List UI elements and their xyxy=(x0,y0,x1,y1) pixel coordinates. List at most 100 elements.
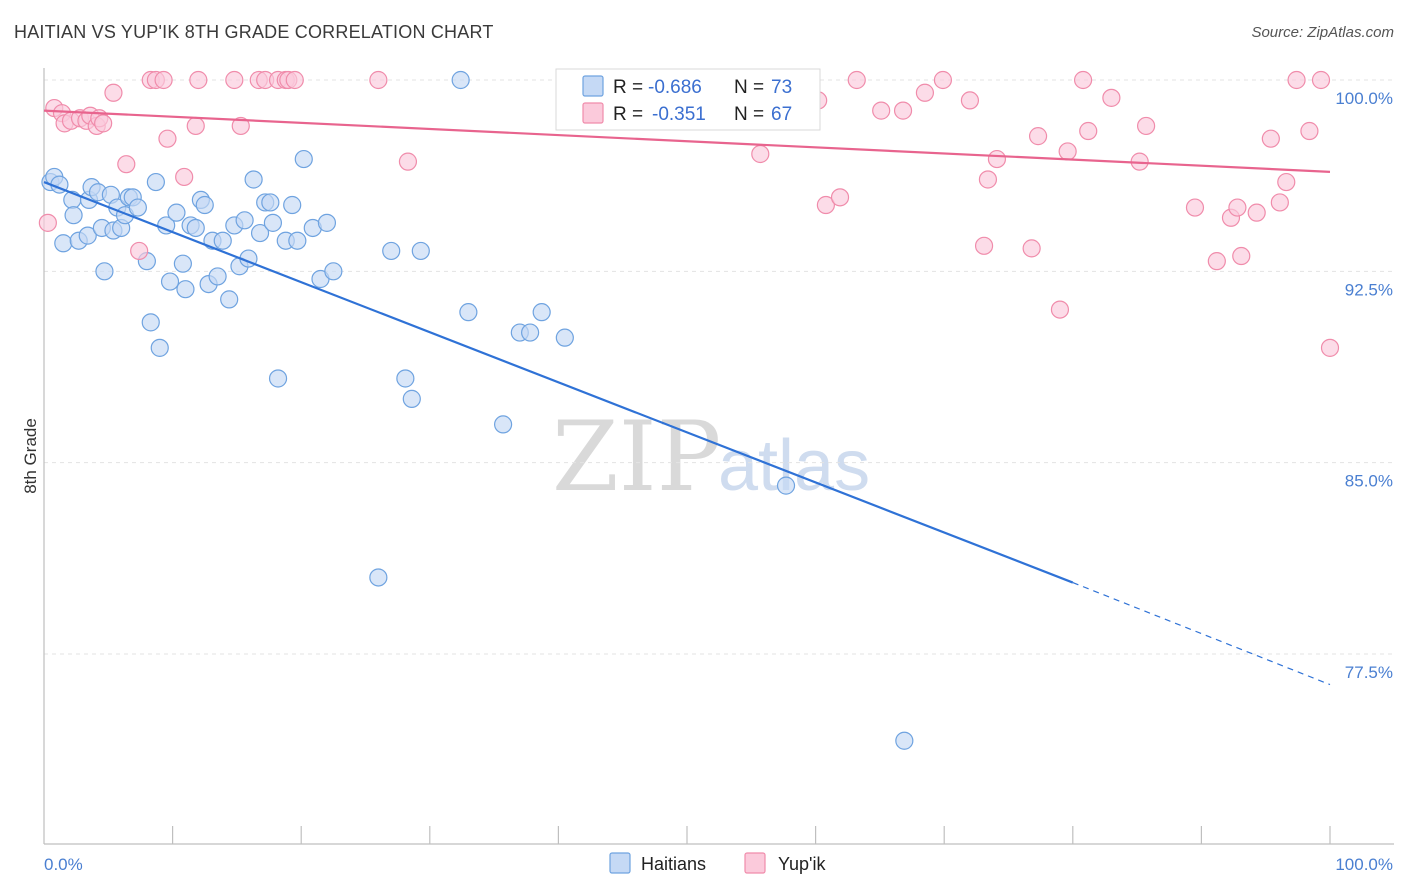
x-tick-label: 0.0% xyxy=(44,855,83,874)
point-haitians xyxy=(186,218,205,238)
chart-title: HAITIAN VS YUP'IK 8TH GRADE CORRELATION … xyxy=(14,22,494,42)
watermark-zip: ZIP xyxy=(552,401,721,513)
y-axis-label: 8th Grade xyxy=(21,418,40,494)
point-haitians xyxy=(128,198,147,217)
trend-line-haitians xyxy=(43,181,1074,584)
point-haitians xyxy=(776,476,796,495)
point-yupik xyxy=(186,116,205,136)
point-yupik xyxy=(225,70,244,90)
point-haitians xyxy=(521,323,540,342)
point-yupik xyxy=(974,236,994,255)
point-haitians xyxy=(451,70,470,90)
point-haitians xyxy=(250,223,270,243)
point-yupik xyxy=(1058,142,1077,161)
point-haitians xyxy=(54,234,73,253)
point-haitians xyxy=(141,313,160,332)
y-tick-labels: 100.0% 92.5% 85.0% 77.5% xyxy=(1335,89,1393,682)
point-haitians xyxy=(317,213,337,232)
stats-legend: R = -0.686 N = 73 R = -0.351 N = 67 xyxy=(555,68,821,131)
legend-n-label-haitians: N = xyxy=(734,77,764,98)
point-yupik xyxy=(816,195,835,215)
point-haitians xyxy=(78,226,97,245)
legend-n-label-yupik: N = xyxy=(734,104,764,125)
point-haitians xyxy=(283,195,302,215)
legend-swatch-haitians xyxy=(582,75,604,97)
legend-swatch-yupik xyxy=(582,102,604,124)
point-haitians xyxy=(208,267,227,286)
point-yupik xyxy=(1028,127,1048,146)
point-haitians xyxy=(459,303,478,322)
point-yupik xyxy=(1247,203,1266,222)
point-haitians xyxy=(160,272,180,291)
point-haitians xyxy=(369,568,388,587)
point-yupik xyxy=(1050,300,1070,319)
point-haitians xyxy=(895,731,914,750)
x-axis-ticks xyxy=(172,826,1331,844)
point-haitians xyxy=(220,290,239,309)
point-haitians xyxy=(146,172,165,192)
x-tick-label: 100.0% xyxy=(1335,855,1393,874)
point-yupik xyxy=(1185,198,1205,217)
point-yupik xyxy=(94,114,113,133)
point-yupik xyxy=(38,213,57,232)
source-credit: Source: ZipAtlas.com xyxy=(1251,24,1394,41)
point-yupik xyxy=(285,70,304,90)
point-haitians xyxy=(176,280,195,299)
point-yupik xyxy=(751,144,770,164)
point-yupik xyxy=(1300,121,1319,141)
point-yupik xyxy=(1320,338,1340,357)
point-haitians xyxy=(324,262,343,281)
point-yupik xyxy=(1207,252,1226,271)
point-haitians xyxy=(411,241,430,261)
point-haitians xyxy=(195,195,214,215)
point-haitians xyxy=(288,231,307,250)
x-tick-labels: 0.0% 100.0% xyxy=(44,855,1393,874)
point-yupik xyxy=(1232,246,1251,266)
point-yupik xyxy=(158,129,177,148)
point-yupik xyxy=(1311,70,1331,90)
point-yupik xyxy=(987,149,1007,169)
point-yupik xyxy=(1261,129,1280,148)
point-yupik xyxy=(1079,121,1098,141)
legend-n-value-yupik: 67 xyxy=(771,104,792,125)
trend-line-haitians-extension xyxy=(1072,582,1331,686)
point-haitians xyxy=(213,231,232,250)
point-yupik xyxy=(1137,116,1156,136)
point-yupik xyxy=(847,70,866,90)
point-haitians xyxy=(263,213,283,232)
series-legend-label-haitians: Haitians xyxy=(641,854,706,874)
point-yupik xyxy=(231,116,250,136)
point-yupik xyxy=(1102,88,1121,107)
point-yupik xyxy=(933,70,953,90)
point-haitians xyxy=(555,328,574,347)
point-haitians xyxy=(261,193,280,212)
point-haitians xyxy=(396,369,415,388)
point-yupik xyxy=(893,101,913,120)
series-legend-swatch-haitians xyxy=(609,852,631,874)
point-yupik xyxy=(1270,193,1289,212)
point-yupik xyxy=(960,91,980,110)
legend-r-label-yupik: R = xyxy=(613,104,643,125)
point-yupik xyxy=(1022,239,1041,258)
point-haitians xyxy=(235,211,254,230)
point-haitians xyxy=(64,206,83,225)
y-tick-label: 85.0% xyxy=(1345,472,1393,491)
series-legend-label-yupik: Yup'ik xyxy=(778,854,826,874)
point-yupik xyxy=(830,188,850,207)
point-yupik xyxy=(1277,172,1296,192)
point-haitians xyxy=(244,170,263,189)
point-haitians xyxy=(150,338,169,357)
point-haitians xyxy=(95,262,114,281)
series-legend: Haitians Yup'ik xyxy=(609,852,826,874)
point-yupik xyxy=(398,152,418,171)
legend-r-value-haitians: -0.686 xyxy=(648,77,702,98)
y-tick-label: 100.0% xyxy=(1335,89,1393,108)
trend-line-yupik xyxy=(43,109,1331,173)
point-yupik xyxy=(872,101,891,120)
legend-n-value-haitians: 73 xyxy=(771,77,792,98)
y-tick-label: 92.5% xyxy=(1345,280,1393,299)
legend-r-value-yupik: -0.351 xyxy=(652,104,706,125)
point-yupik xyxy=(104,83,123,102)
point-haitians xyxy=(494,415,513,434)
